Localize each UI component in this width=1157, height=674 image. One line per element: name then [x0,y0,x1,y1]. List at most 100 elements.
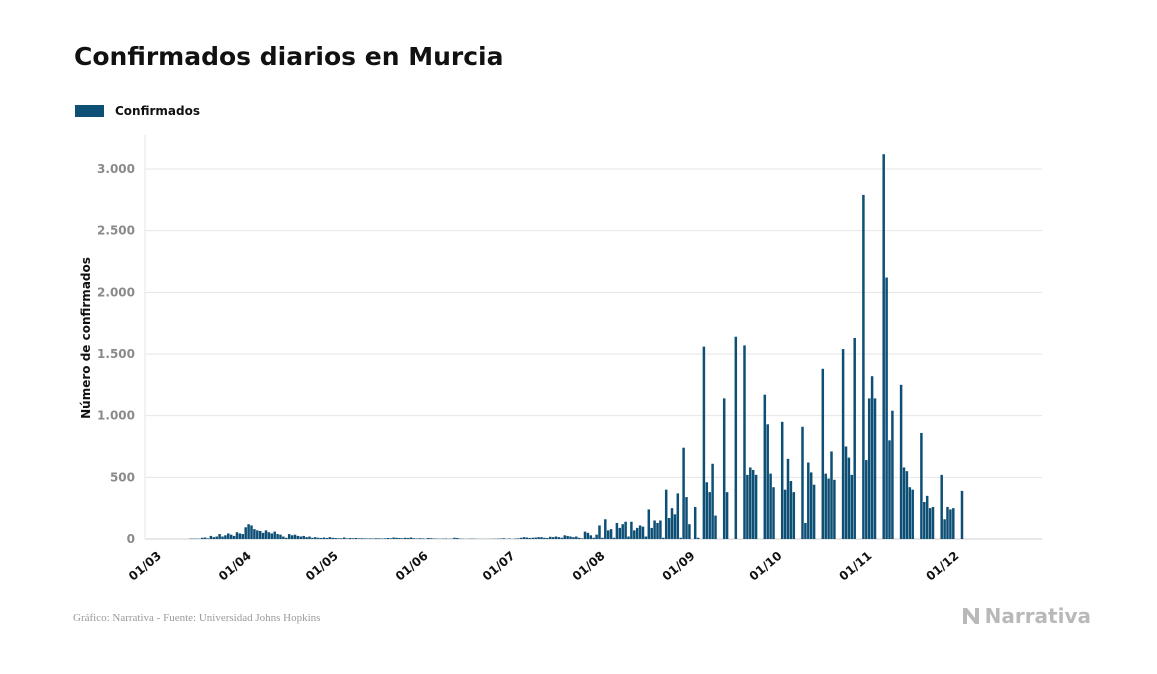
bar [421,538,424,539]
bar [734,336,738,539]
bar [430,538,433,539]
bar [337,538,340,539]
bar [624,521,627,539]
bar [946,506,949,539]
bar [960,490,964,539]
y-axis-ticks: 0 500 1.000 1.500 2.000 2.500 3.000 [97,162,135,546]
bar [598,525,601,539]
bar [586,532,590,539]
bar [566,535,569,539]
bar [633,530,636,539]
bar [528,538,532,539]
bar [589,535,593,539]
bar [276,534,279,539]
bar [931,506,935,539]
bar [604,519,607,539]
bar [409,537,413,539]
bar [772,487,775,539]
bar [209,535,213,539]
bar [308,536,311,539]
bar [340,538,343,539]
bar [627,536,630,539]
bar [609,529,613,539]
bar [923,502,926,539]
bar [688,524,691,539]
bar [862,194,865,539]
bar [343,537,346,539]
bar [383,538,387,539]
bar [807,462,810,539]
bar [282,536,285,539]
bar [580,538,584,539]
bar [227,533,230,539]
bar [519,537,523,539]
bar [563,535,566,539]
bar [644,536,648,539]
bar [311,537,314,539]
bar [554,536,558,539]
bar [502,538,506,539]
bar [621,524,624,539]
bar [949,509,952,539]
y-tick-label: 1.500 [97,347,135,361]
x-tick-label: 01/10 [747,549,785,584]
bar [696,537,700,539]
bar [891,410,894,539]
bar [583,531,587,539]
bar [229,534,233,539]
grid-lines [144,135,1042,540]
bar [569,536,572,539]
bar [830,451,833,539]
bar [630,521,633,539]
bar [725,492,729,539]
bars [189,154,964,539]
bar [377,538,381,539]
bar [331,537,334,539]
bar [386,538,390,539]
bar [389,538,392,539]
bar [641,526,645,539]
bar [676,493,680,539]
bar [285,537,288,539]
bar [592,537,595,539]
bar [427,538,430,539]
bar [203,537,207,539]
bar [749,467,752,539]
bar [453,537,456,539]
narrativa-logo-icon [962,608,979,624]
bar [702,346,706,539]
bar [870,376,874,539]
bar [667,518,671,539]
bar [543,537,546,539]
bar [850,474,854,539]
bar [273,531,276,539]
bar [302,535,305,539]
bar [293,534,297,539]
bar [224,535,227,539]
bar [322,537,326,539]
bar [711,463,714,539]
bar [873,398,877,539]
bar [664,489,668,539]
bar [925,495,929,539]
bar [537,537,540,539]
bar [867,398,871,539]
bar [638,525,642,539]
bar [656,522,659,539]
bar [809,472,813,539]
bar [682,447,685,539]
bar [905,471,909,539]
bar [952,508,955,539]
bar [888,440,891,539]
bar [235,532,239,539]
bar [595,534,598,539]
bar [212,537,216,539]
bar [328,537,332,539]
bar [305,537,308,539]
bar [256,530,259,539]
y-tick-label: 500 [110,470,135,484]
bar [647,509,651,539]
bar [708,492,711,539]
brand-logo: Narrativa [961,604,1091,628]
